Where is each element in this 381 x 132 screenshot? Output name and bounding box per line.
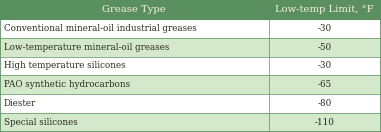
Bar <box>269 0 381 19</box>
Bar <box>269 19 381 38</box>
Bar <box>0 113 269 132</box>
Text: -30: -30 <box>318 62 332 70</box>
Text: -30: -30 <box>318 24 332 33</box>
Text: Special silicones: Special silicones <box>4 118 78 127</box>
Bar <box>0 38 269 57</box>
Bar <box>0 94 269 113</box>
Text: PAO synthetic hydrocarbons: PAO synthetic hydrocarbons <box>4 80 130 89</box>
Text: Grease Type: Grease Type <box>102 5 166 14</box>
Text: -80: -80 <box>318 99 332 108</box>
Text: -110: -110 <box>315 118 335 127</box>
Bar <box>269 75 381 94</box>
Text: Low-temperature mineral-oil greases: Low-temperature mineral-oil greases <box>4 43 169 52</box>
Text: Diester: Diester <box>4 99 36 108</box>
Text: -65: -65 <box>318 80 332 89</box>
Text: High temperature silicones: High temperature silicones <box>4 62 125 70</box>
Text: Conventional mineral-oil industrial greases: Conventional mineral-oil industrial grea… <box>4 24 197 33</box>
Bar <box>0 0 269 19</box>
Bar <box>269 38 381 57</box>
Bar <box>269 94 381 113</box>
Bar <box>269 57 381 75</box>
Text: -50: -50 <box>318 43 332 52</box>
Text: Low-temp Limit, °F: Low-temp Limit, °F <box>275 5 374 14</box>
Bar <box>269 113 381 132</box>
Bar <box>0 19 269 38</box>
Bar <box>0 75 269 94</box>
Bar <box>0 57 269 75</box>
